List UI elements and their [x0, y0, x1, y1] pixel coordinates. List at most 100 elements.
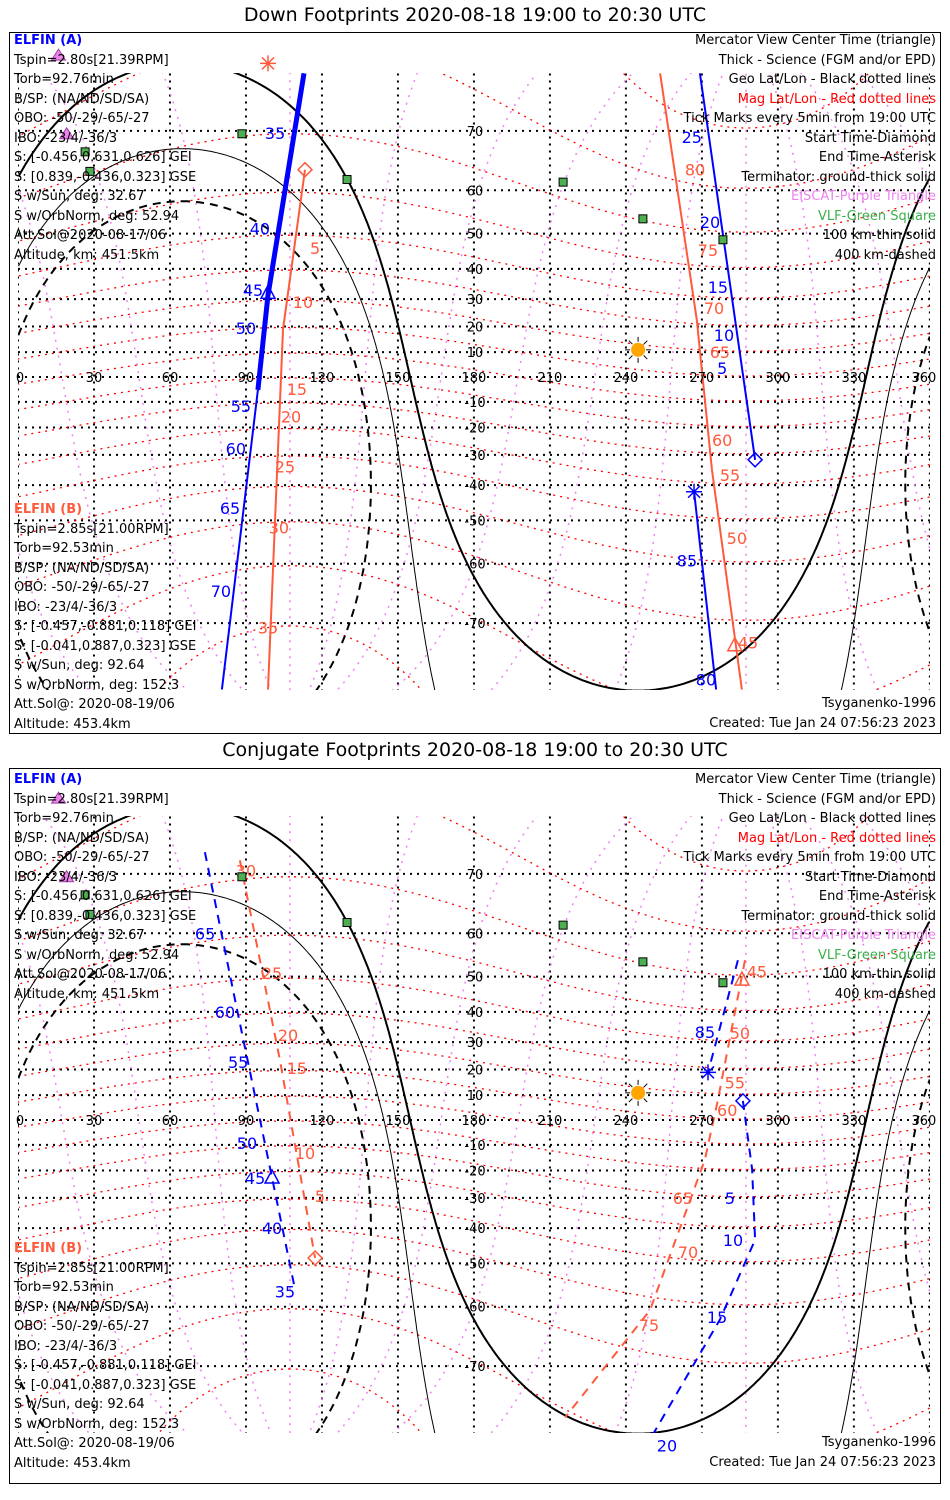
track-time-label: 5	[310, 239, 320, 258]
map-layer	[18, 73, 930, 690]
lon-tick-label: 180	[462, 371, 487, 386]
lat-tick-label: -40	[464, 1222, 485, 1237]
plot-legend-line: 400 km-dashed	[834, 986, 936, 1002]
track-time-label: 65	[710, 343, 730, 362]
mag-latitude-line	[18, 133, 930, 233]
elfin-a-info-line: OBO: -50/-29/-65/-27	[14, 111, 150, 126]
mag-latitude-line	[18, 299, 930, 352]
track-time-label: 15	[287, 1059, 307, 1078]
terminator-ground-line	[18, 73, 930, 690]
vlf-site-square-icon	[80, 147, 90, 157]
elfin-a-info-line: S w/Sun, deg: 32.67	[14, 189, 145, 204]
plot-legend-line: Start Time-Diamond	[804, 130, 936, 146]
lat-tick-label: -70	[464, 617, 485, 632]
end-time-asterisk-icon	[686, 483, 703, 500]
lat-tick-label: 50	[467, 228, 484, 243]
model-label: Tsyganenko-1996	[822, 1435, 936, 1450]
elfin-b-heading: ELFIN (B)	[14, 502, 83, 517]
asterisk-stroke	[261, 56, 275, 70]
vlf-site-square-icon	[342, 918, 352, 928]
track-time-label: 85	[695, 1023, 715, 1042]
track-time-label: 65	[220, 499, 240, 518]
lat-tick-label: -50	[464, 1257, 485, 1272]
track-time-label: 60	[717, 1101, 737, 1120]
elfin-b-info-line: S: [-0.041,0.887,0.323] GSE	[14, 1377, 197, 1393]
plot-legend-line: Start Time-Diamond	[804, 869, 936, 885]
elfin-b-info-line: IBO: -23/4/-36/3	[14, 599, 118, 615]
track-time-label: 55	[231, 397, 251, 416]
track-time-label: 15	[707, 1308, 727, 1327]
elfin-b-info-line: Att.Sol@: 2020-08-19/06	[14, 697, 175, 712]
lon-tick-label: 360	[911, 1114, 936, 1129]
track-time-label: 60	[226, 440, 246, 459]
mag-meridian-line	[490, 73, 692, 690]
track-a-line	[255, 73, 307, 391]
elfin-a-info-line: S: [0.839,-0.436,0.323] GSE	[14, 908, 197, 924]
mag-meridian-line	[745, 816, 747, 1433]
elfin-b-info-line: Torb=92.53min	[14, 541, 114, 556]
center-time-triangle-icon	[259, 283, 277, 300]
start-time-diamond-icon	[747, 451, 764, 468]
mag-latitude-line	[18, 377, 930, 428]
track-time-label: 5	[717, 359, 727, 378]
elfin-b-info-line: B/SP: (NA/ND/SD/SA)	[14, 560, 150, 576]
asterisk-stroke	[687, 485, 701, 499]
lat-tick-label: -10	[464, 396, 485, 411]
lat-tick-label: -10	[464, 1139, 485, 1154]
lat-tick-label: 20	[467, 1063, 484, 1078]
elfin-b-info-line: OBO: -50/-29/-65/-27	[14, 580, 150, 595]
panel-title-conjugate: Conjugate Footprints 2020-08-18 19:00 to…	[222, 739, 728, 761]
track-time-label: 55	[228, 1053, 248, 1072]
mag-latitude-line	[18, 876, 930, 976]
lat-tick-label: 60	[467, 927, 484, 942]
asterisk-stroke	[701, 1065, 715, 1079]
plot-footer: Tsyganenko-1996 Created: Tue Jan 24 07:56…	[709, 1433, 936, 1472]
track-time-label: 5	[725, 1189, 735, 1208]
vlf-site-square-icon	[558, 920, 568, 930]
track-time-label: 80	[685, 161, 705, 180]
track-time-label: 50	[237, 1134, 257, 1153]
lat-tick-label: -60	[464, 1301, 485, 1316]
created-timestamp: Created: Tue Jan 24 07:56:23 2023	[709, 715, 936, 731]
elfin-a-info: ELFIN (A) Tspin=2.80s[21.39RPM] Torb=92.76…	[14, 770, 196, 1004]
mag-meridian-line	[490, 816, 692, 1433]
lon-tick-label: 90	[238, 1114, 255, 1129]
plot-legend-line: 400 km-dashed	[834, 247, 936, 263]
plot-legend-line: Tick Marks every 5min from 19:00 UTC	[683, 850, 936, 865]
track-time-label: 75	[698, 241, 718, 260]
mag-latitude-line	[18, 485, 930, 563]
elfin-a-heading: ELFIN (A)	[14, 33, 83, 48]
down-footprints-panel	[9, 32, 941, 734]
mag-latitude-line	[18, 269, 930, 327]
model-label: Tsyganenko-1996	[822, 696, 936, 711]
mag-latitude-line	[18, 1095, 930, 1145]
track-b-line	[238, 860, 317, 1259]
plot-legend-line: Terminator: ground-thick solid	[741, 169, 936, 185]
track-time-label: 70	[211, 582, 231, 601]
track-time-label: 50	[727, 529, 747, 548]
track-time-label: 10	[295, 1144, 315, 1163]
lon-tick-label: 210	[538, 1114, 563, 1129]
track-time-label: 55	[725, 1073, 745, 1092]
vlf-site-square-icon	[342, 175, 352, 185]
lon-tick-label: 240	[614, 1114, 639, 1129]
mag-latitude-line	[18, 352, 930, 402]
terminator-100km-line	[18, 891, 930, 1433]
elfin-a-info-line: IBO: -23/4/-36/3	[14, 130, 118, 146]
track-time-label: 60	[215, 1003, 235, 1022]
terminator-100km-line	[18, 148, 930, 690]
plot-legend-line: Geo Lat/Lon - Black dotted lines	[728, 811, 936, 826]
track-time-label: 20	[278, 1026, 298, 1045]
elfin-a-info-line: Tspin=2.80s[21.39RPM]	[14, 52, 169, 68]
lat-tick-label: 10	[467, 346, 484, 361]
plot-legend: Mercator View Center Time (triangle) Thic…	[684, 31, 936, 265]
plot-legend-line: Thick - Science (FGM and/or EPD)	[718, 791, 936, 807]
mag-latitude-line	[18, 1042, 930, 1095]
sun-ray	[643, 1083, 648, 1088]
plot-legend-line: 100 km-thin solid	[822, 967, 936, 982]
lon-tick-label: 150	[386, 371, 411, 386]
track-a-line	[693, 491, 718, 690]
track-time-label: 35	[265, 124, 285, 143]
vlf-site-square-icon	[85, 909, 95, 919]
